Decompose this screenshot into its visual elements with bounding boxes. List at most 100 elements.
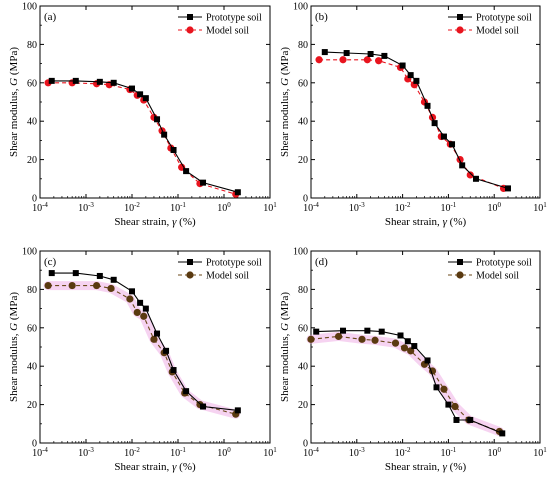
data-point-prototype (154, 116, 161, 123)
data-point-prototype (321, 49, 328, 56)
data-point-model (334, 332, 343, 341)
series-line-prototype (51, 272, 238, 411)
data-point-prototype (96, 78, 103, 85)
y-tick-label: 60 (298, 78, 308, 89)
x-tick-label: 100 (217, 201, 231, 214)
data-point-prototype (110, 276, 117, 283)
data-point-prototype (163, 347, 170, 354)
x-tick-label: 100 (217, 446, 231, 459)
chart-panel-2: 0 20 40 60 80 100 10-4 10-3 10-2 10-1 100 101 (b) She… (279, 2, 547, 229)
data-point-prototype (234, 407, 241, 414)
data-point-prototype (340, 327, 347, 334)
data-point-prototype (433, 384, 440, 391)
data-point-model (307, 335, 315, 343)
data-point-prototype (170, 367, 177, 374)
data-point-model (375, 57, 383, 65)
data-point-model (466, 171, 474, 179)
x-tick-label: 10-3 (349, 446, 365, 459)
y-tick-label: 40 (298, 362, 308, 373)
legend: Prototype soil Model soil (178, 258, 262, 282)
data-point-prototype (48, 77, 55, 84)
y-tick-label: 60 (298, 323, 308, 334)
x-tick-label: 10-3 (349, 201, 365, 214)
data-point-prototype (137, 91, 144, 98)
data-point-model (44, 281, 52, 290)
legend-label: Prototype soil (476, 13, 532, 24)
legend-marker (457, 259, 463, 265)
data-point-prototype (183, 388, 190, 395)
data-point-model (371, 336, 379, 344)
x-tick-label: 101 (263, 446, 277, 459)
data-point-prototype (413, 77, 420, 84)
data-point-prototype (313, 328, 320, 335)
x-tick-label: 10-4 (303, 201, 319, 214)
data-point-prototype (48, 270, 55, 277)
data-point-prototype (364, 327, 371, 334)
legend-label: Prototype soil (206, 13, 262, 24)
y-tick-label: 100 (22, 247, 37, 258)
y-tick-label: 80 (298, 285, 308, 296)
y-tick-label: 20 (298, 155, 308, 166)
chart-panel-4: 0 20 40 60 80 100 10-4 10-3 10-2 10-1 100 101 (d) She… (279, 247, 547, 474)
data-point-prototype (399, 62, 406, 69)
legend-label: Model soil (476, 271, 519, 282)
data-point-prototype (378, 328, 385, 335)
legend-marker (456, 26, 464, 34)
x-axis-label: Shear strain, γ (%) (385, 216, 467, 228)
data-point-prototype (72, 77, 79, 84)
data-point-model (126, 295, 134, 303)
data-point-model (93, 281, 101, 290)
data-point-prototype (161, 131, 168, 138)
data-point-prototype (440, 133, 447, 140)
data-point-prototype (129, 288, 135, 295)
x-tick-label: 100 (487, 201, 501, 214)
y-tick-label: 100 (293, 2, 308, 13)
data-point-model (315, 56, 323, 64)
data-point-prototype (234, 189, 241, 196)
data-point-prototype (381, 52, 388, 59)
legend-label: Prototype soil (206, 258, 262, 269)
data-point-model (440, 385, 448, 393)
data-point-prototype (200, 403, 207, 410)
data-point-prototype (200, 179, 207, 186)
data-point-prototype (504, 185, 511, 192)
y-axis-label: Shear modulus, G (MPa) (279, 292, 291, 402)
data-point-prototype (142, 305, 149, 312)
data-point-prototype (449, 141, 456, 148)
x-tick-label: 10-3 (78, 201, 94, 214)
y-tick-label: 40 (27, 117, 37, 128)
data-point-prototype (411, 343, 418, 350)
y-tick-label: 60 (27, 323, 37, 334)
data-point-prototype (142, 95, 149, 102)
data-point-prototype (367, 51, 374, 57)
legend-marker (186, 271, 194, 279)
data-point-model (140, 312, 148, 320)
x-tick-label: 10-3 (78, 446, 94, 459)
x-tick-label: 101 (533, 201, 547, 214)
data-point-prototype (467, 416, 474, 423)
data-point-prototype (72, 270, 79, 277)
data-point-prototype (96, 272, 103, 279)
legend-marker (186, 26, 194, 34)
y-tick-label: 40 (298, 117, 308, 128)
legend: Prototype soil Model soil (448, 13, 532, 37)
panel-label: (c) (44, 256, 57, 268)
y-axis-label: Shear modulus, G (MPa) (279, 47, 291, 157)
y-tick-label: 20 (298, 400, 308, 411)
y-axis-label: Shear modulus, G (MPa) (8, 47, 20, 157)
data-point-prototype (424, 357, 431, 364)
y-tick-label: 40 (27, 362, 37, 373)
y-tick-label: 0 (303, 194, 308, 205)
legend: Prototype soil Model soil (448, 258, 532, 282)
legend-marker (456, 271, 464, 279)
data-point-prototype (110, 79, 117, 86)
data-point-prototype (129, 85, 135, 92)
legend-label: Prototype soil (476, 258, 532, 269)
data-point-prototype (499, 430, 506, 437)
data-point-model (339, 56, 347, 64)
data-point-prototype (445, 401, 452, 408)
data-point-prototype (472, 175, 479, 182)
x-tick-label: 10-4 (32, 201, 48, 214)
data-point-model (363, 56, 371, 64)
chart-panel-1: 0 20 40 60 80 100 10-4 10-3 10-2 10-1 100 101 (a) She… (8, 2, 277, 229)
